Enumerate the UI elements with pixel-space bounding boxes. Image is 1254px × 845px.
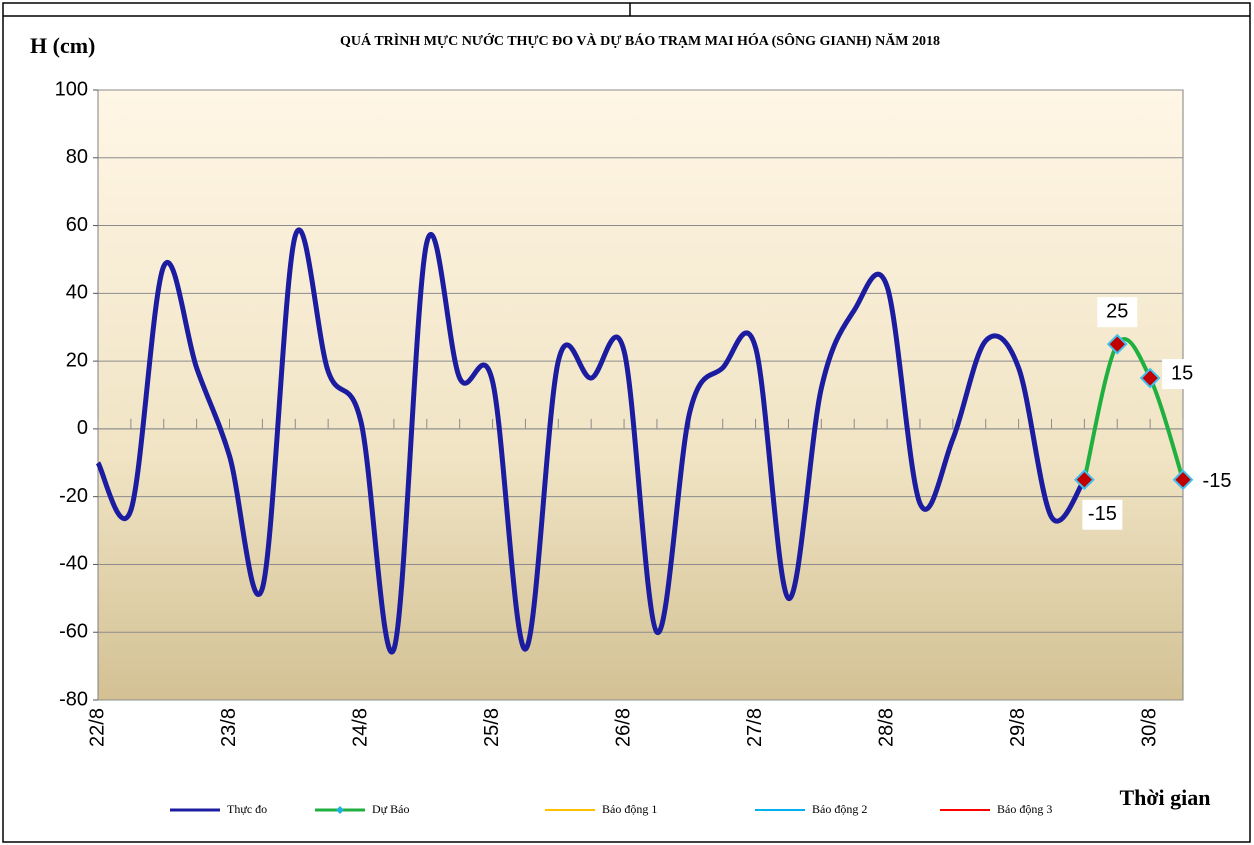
- label-bg: [1082, 499, 1123, 530]
- marker: [1073, 469, 1095, 491]
- legend-label: Báo động 1: [602, 802, 657, 816]
- legend-label: Báo động 3: [997, 802, 1052, 816]
- x-tick-label: 29/8: [1007, 708, 1029, 747]
- y-tick-label: -40: [59, 553, 88, 575]
- data-label: -15: [1203, 470, 1232, 492]
- y-axis-label: H (cm): [30, 33, 95, 58]
- y-tick-label: 60: [66, 214, 88, 236]
- legend-label: Báo động 2: [812, 802, 867, 816]
- plot-area: [97, 89, 1184, 701]
- y-tick-label: -80: [59, 688, 88, 710]
- y-tick-label: 100: [55, 78, 88, 100]
- x-tick-label: 26/8: [612, 708, 634, 747]
- x-tick-label: 24/8: [349, 708, 371, 747]
- x-tick-label: 30/8: [1138, 708, 1160, 747]
- x-tick-label: 28/8: [875, 708, 897, 747]
- legend-label: Thực đo: [227, 802, 267, 816]
- data-label: 15: [1171, 362, 1193, 384]
- y-tick-label: -60: [59, 621, 88, 643]
- legend-label: Dự Báo: [372, 802, 410, 816]
- label-bg: [1097, 297, 1138, 328]
- y-tick-label: 0: [77, 417, 88, 439]
- marker: [1172, 469, 1194, 491]
- data-label: 25: [1106, 300, 1128, 322]
- y-tick-label: -20: [59, 485, 88, 507]
- chart-title: QUÁ TRÌNH MỰC NƯỚC THỰC ĐO VÀ DỰ BÁO TRẠ…: [340, 32, 940, 49]
- y-tick-label: 20: [66, 349, 88, 371]
- x-tick-label: 27/8: [744, 708, 766, 747]
- data-label: -15: [1088, 503, 1117, 525]
- label-bg: [1197, 466, 1237, 497]
- legend-marker: [336, 806, 344, 814]
- y-tick-label: 80: [66, 146, 88, 168]
- marker: [1106, 333, 1128, 355]
- x-tick-label: 23/8: [218, 708, 240, 747]
- label-bg: [1162, 359, 1203, 390]
- series-line: [1082, 337, 1185, 481]
- y-tick-label: 40: [66, 282, 88, 304]
- x-axis-label: Thời gian: [1119, 785, 1210, 810]
- x-tick-label: 22/8: [86, 708, 108, 747]
- marker: [1139, 367, 1161, 389]
- x-tick-label: 25/8: [481, 708, 503, 747]
- series-line: [95, 227, 1087, 655]
